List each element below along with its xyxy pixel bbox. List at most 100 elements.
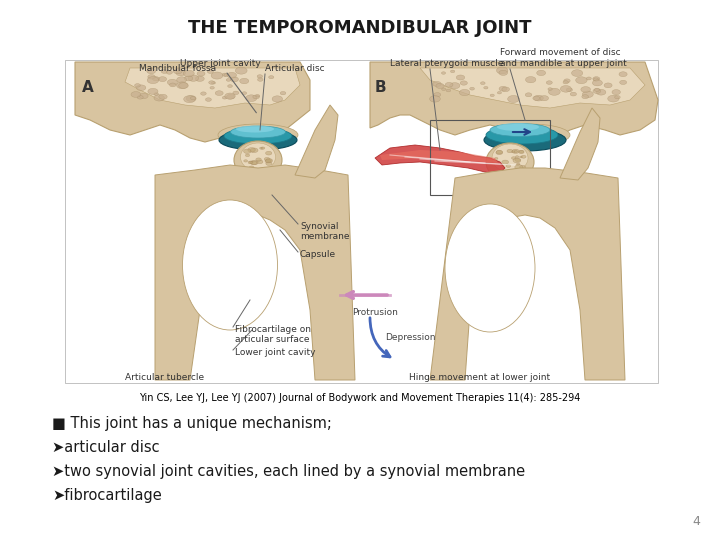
Ellipse shape bbox=[236, 125, 274, 132]
Ellipse shape bbox=[188, 75, 199, 82]
Ellipse shape bbox=[512, 149, 519, 153]
Ellipse shape bbox=[620, 80, 626, 84]
Ellipse shape bbox=[430, 96, 441, 102]
Ellipse shape bbox=[227, 72, 237, 78]
Ellipse shape bbox=[249, 161, 253, 164]
Ellipse shape bbox=[586, 77, 591, 80]
Ellipse shape bbox=[496, 151, 503, 154]
Ellipse shape bbox=[246, 95, 257, 102]
Ellipse shape bbox=[264, 157, 270, 161]
Text: B: B bbox=[375, 80, 387, 95]
Ellipse shape bbox=[576, 77, 587, 84]
Ellipse shape bbox=[224, 74, 228, 77]
Ellipse shape bbox=[158, 77, 166, 82]
Ellipse shape bbox=[256, 158, 261, 161]
Ellipse shape bbox=[490, 124, 550, 137]
Ellipse shape bbox=[243, 149, 251, 153]
Ellipse shape bbox=[210, 86, 215, 89]
Ellipse shape bbox=[265, 159, 271, 163]
Ellipse shape bbox=[502, 160, 508, 164]
Ellipse shape bbox=[502, 87, 510, 92]
Ellipse shape bbox=[230, 126, 286, 138]
Ellipse shape bbox=[257, 75, 263, 78]
Polygon shape bbox=[430, 168, 625, 380]
Ellipse shape bbox=[251, 148, 258, 153]
Text: Articular tubercle: Articular tubercle bbox=[125, 373, 204, 382]
Text: Articular disc: Articular disc bbox=[265, 64, 325, 73]
Text: Yin CS, Lee YJ, Lee YJ (2007) Journal of Bodywork and Movement Therapies 11(4): : Yin CS, Lee YJ, Lee YJ (2007) Journal of… bbox=[139, 393, 581, 403]
Ellipse shape bbox=[526, 93, 532, 97]
Ellipse shape bbox=[240, 78, 249, 84]
Ellipse shape bbox=[240, 143, 276, 171]
Ellipse shape bbox=[225, 93, 235, 99]
Ellipse shape bbox=[540, 96, 549, 101]
Ellipse shape bbox=[581, 86, 590, 92]
Ellipse shape bbox=[218, 124, 298, 146]
Ellipse shape bbox=[184, 76, 193, 81]
Ellipse shape bbox=[184, 70, 194, 77]
Polygon shape bbox=[560, 108, 600, 180]
Ellipse shape bbox=[513, 158, 521, 163]
Ellipse shape bbox=[226, 79, 230, 82]
Ellipse shape bbox=[516, 163, 520, 165]
Polygon shape bbox=[375, 145, 505, 175]
Ellipse shape bbox=[451, 70, 455, 73]
Ellipse shape bbox=[516, 159, 521, 161]
Text: ➤two synovial joint cavities, each lined by a synovial membrane: ➤two synovial joint cavities, each lined… bbox=[52, 464, 525, 479]
Ellipse shape bbox=[508, 96, 519, 103]
Ellipse shape bbox=[136, 85, 146, 91]
Ellipse shape bbox=[135, 84, 140, 87]
FancyBboxPatch shape bbox=[65, 60, 658, 383]
Polygon shape bbox=[125, 68, 300, 108]
Ellipse shape bbox=[197, 71, 205, 76]
Bar bbox=[430, 120, 550, 195]
Ellipse shape bbox=[619, 72, 627, 77]
Ellipse shape bbox=[205, 98, 212, 102]
Ellipse shape bbox=[496, 150, 503, 154]
Ellipse shape bbox=[582, 94, 588, 99]
Text: Lateral pterygoid muscle: Lateral pterygoid muscle bbox=[390, 59, 503, 68]
Ellipse shape bbox=[248, 161, 253, 164]
Ellipse shape bbox=[490, 94, 495, 97]
Text: Upper joint cavity: Upper joint cavity bbox=[179, 59, 261, 113]
Text: Protrusion: Protrusion bbox=[352, 308, 398, 317]
Ellipse shape bbox=[593, 80, 603, 86]
Ellipse shape bbox=[445, 204, 535, 332]
Ellipse shape bbox=[512, 151, 515, 153]
Ellipse shape bbox=[534, 95, 544, 101]
Ellipse shape bbox=[434, 93, 441, 97]
Ellipse shape bbox=[495, 158, 498, 159]
Ellipse shape bbox=[269, 76, 274, 79]
Polygon shape bbox=[155, 165, 355, 380]
Ellipse shape bbox=[604, 83, 612, 87]
Ellipse shape bbox=[246, 154, 250, 157]
Ellipse shape bbox=[514, 151, 518, 152]
Ellipse shape bbox=[582, 91, 593, 98]
Text: A: A bbox=[82, 80, 94, 95]
Text: Fibrocartilage on
articular surface: Fibrocartilage on articular surface bbox=[235, 325, 311, 345]
Ellipse shape bbox=[219, 130, 297, 150]
Text: ➤articular disc: ➤articular disc bbox=[52, 440, 160, 455]
Ellipse shape bbox=[201, 92, 206, 95]
Ellipse shape bbox=[596, 89, 606, 95]
Ellipse shape bbox=[215, 91, 223, 96]
Ellipse shape bbox=[441, 72, 446, 75]
Ellipse shape bbox=[515, 165, 523, 170]
Ellipse shape bbox=[253, 95, 259, 99]
Ellipse shape bbox=[260, 147, 263, 149]
Ellipse shape bbox=[148, 75, 156, 79]
Ellipse shape bbox=[235, 67, 247, 74]
Ellipse shape bbox=[519, 150, 523, 153]
Ellipse shape bbox=[456, 75, 464, 80]
Ellipse shape bbox=[211, 82, 215, 84]
Ellipse shape bbox=[490, 124, 570, 146]
Ellipse shape bbox=[266, 151, 272, 155]
Ellipse shape bbox=[153, 77, 159, 81]
Ellipse shape bbox=[520, 165, 526, 169]
Polygon shape bbox=[75, 62, 310, 142]
Ellipse shape bbox=[137, 96, 143, 99]
Text: ■ This joint has a unique mechanism;: ■ This joint has a unique mechanism; bbox=[52, 416, 332, 431]
Ellipse shape bbox=[511, 157, 516, 159]
Ellipse shape bbox=[566, 88, 572, 92]
Ellipse shape bbox=[595, 88, 600, 91]
